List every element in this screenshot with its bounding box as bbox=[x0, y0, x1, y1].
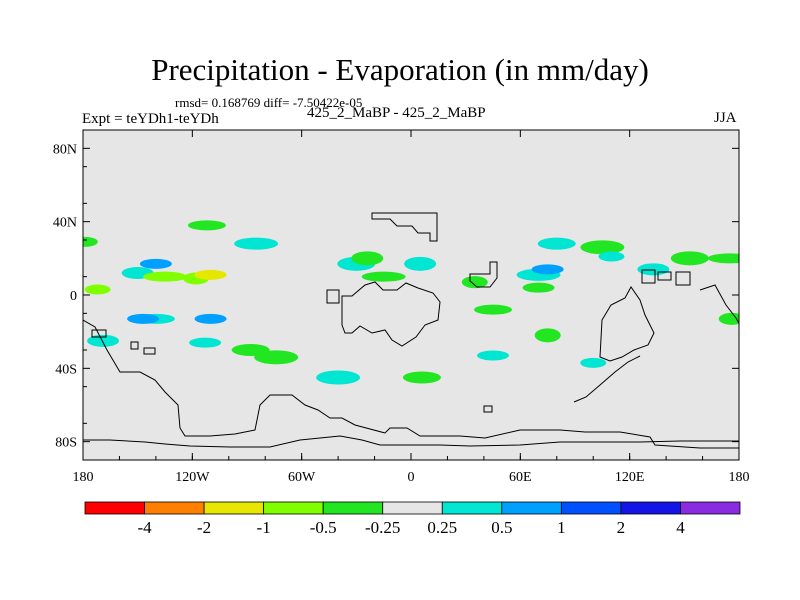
map-background bbox=[83, 130, 739, 460]
colorbar-swatch bbox=[203, 501, 265, 515]
chart-title: Precipitation - Evaporation (in mm/day) bbox=[151, 52, 649, 87]
y-tick-label: 40S bbox=[55, 362, 77, 377]
x-tick-label: 60E bbox=[509, 470, 532, 485]
anomaly-patch bbox=[84, 284, 111, 295]
colorbar-swatch bbox=[441, 501, 503, 515]
colorbar-label: 4 bbox=[676, 518, 685, 537]
colorbar-label: -0.25 bbox=[365, 518, 400, 537]
x-tick-label: 120E bbox=[615, 470, 645, 485]
colorbar-label: 2 bbox=[617, 518, 626, 537]
anomaly-patch bbox=[194, 269, 227, 280]
x-tick-label: 120W bbox=[175, 470, 210, 485]
x-tick-label: 60W bbox=[288, 470, 316, 485]
colorbar-swatch bbox=[680, 501, 741, 515]
anomaly-patch bbox=[139, 258, 172, 269]
anomaly-patch bbox=[402, 371, 441, 384]
colorbar-swatch bbox=[144, 501, 205, 515]
colorbar-label: -4 bbox=[137, 518, 152, 537]
anomaly-patch bbox=[361, 271, 406, 282]
anomaly-patch bbox=[143, 271, 187, 282]
anomaly-patch bbox=[474, 304, 512, 315]
y-tick-label: 40N bbox=[53, 216, 77, 231]
experiment-label: Expt = teYDh1-teYDh bbox=[82, 111, 219, 127]
coastlines bbox=[83, 212, 739, 449]
y-tick-label: 80S bbox=[55, 436, 77, 451]
colorbar-label: -0.5 bbox=[310, 518, 337, 537]
colorbar-label: 0.5 bbox=[491, 518, 512, 537]
anomaly-patch bbox=[670, 251, 709, 266]
anomaly-patch bbox=[461, 276, 488, 289]
anomaly-patch bbox=[531, 264, 564, 275]
x-tick-label: 0 bbox=[408, 470, 415, 485]
anomaly-patch bbox=[718, 312, 739, 325]
anomaly-patch bbox=[316, 370, 361, 385]
anomaly-patch bbox=[187, 220, 226, 231]
y-tick-label: 80N bbox=[53, 142, 77, 157]
anomaly-patch bbox=[580, 240, 625, 255]
anomaly-layer bbox=[83, 220, 739, 385]
colorbar-swatch bbox=[620, 501, 681, 515]
colorbar-swatch bbox=[322, 501, 384, 515]
center-label: 425_2_MaBP - 425_2_MaBP bbox=[307, 105, 486, 121]
colorbar-swatch bbox=[560, 501, 622, 515]
anomaly-patch bbox=[189, 337, 222, 348]
anomaly-patch bbox=[351, 251, 384, 266]
anomaly-patch bbox=[537, 237, 576, 250]
anomaly-patch bbox=[254, 350, 299, 365]
colorbar-swatch bbox=[263, 501, 324, 515]
colorbar-swatch bbox=[501, 501, 562, 515]
anomaly-patch bbox=[522, 282, 555, 293]
anomaly-patch bbox=[534, 328, 561, 343]
anomaly-patch bbox=[83, 236, 98, 247]
colorbar-label: 0.25 bbox=[427, 518, 457, 537]
y-tick-label: 0 bbox=[70, 289, 77, 304]
anomaly-patch bbox=[127, 313, 160, 324]
colorbar-label: -1 bbox=[257, 518, 271, 537]
anomaly-patch bbox=[404, 256, 437, 271]
colorbar-label: -2 bbox=[197, 518, 211, 537]
colorbar-label: 1 bbox=[557, 518, 566, 537]
anomaly-patch bbox=[580, 357, 607, 368]
anomaly-patch bbox=[234, 237, 279, 250]
season-label: JJA bbox=[714, 110, 737, 126]
anomaly-patch bbox=[707, 253, 739, 264]
anomaly-patch bbox=[477, 350, 509, 361]
x-tick-label: 180 bbox=[73, 470, 94, 485]
colorbar-swatch bbox=[382, 501, 443, 515]
colorbar-swatch bbox=[84, 501, 145, 515]
anomaly-patch bbox=[194, 313, 227, 324]
x-tick-label: 180 bbox=[729, 470, 750, 485]
stats-line: rmsd= 0.168769 diff= -7.50422e-05 bbox=[175, 95, 363, 110]
anomaly-patch bbox=[87, 334, 120, 347]
anomaly-patch bbox=[598, 251, 625, 262]
